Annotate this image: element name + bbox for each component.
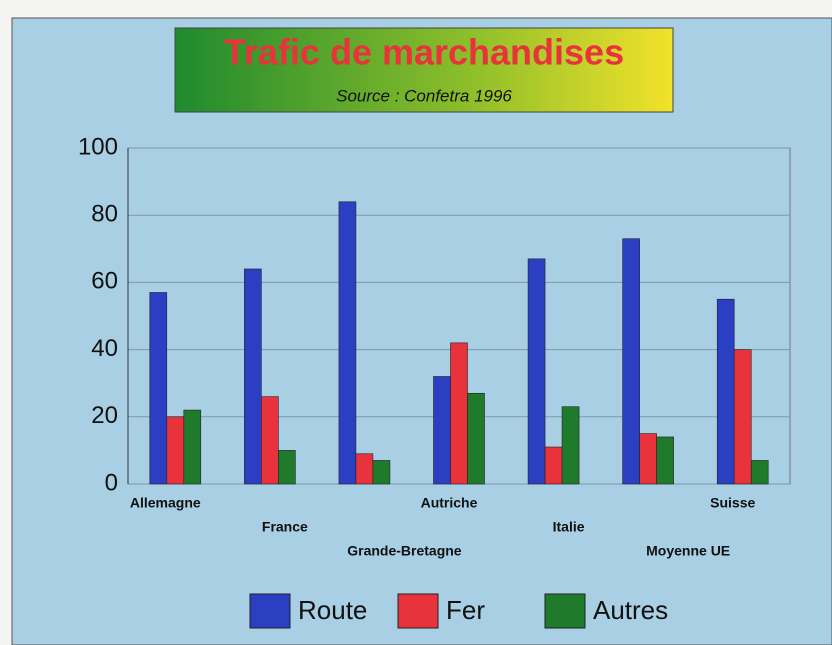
y-tick-label: 40	[91, 335, 118, 362]
x-tick-label: Italie	[553, 519, 585, 535]
title-box	[174, 27, 674, 113]
bar	[467, 392, 485, 485]
bar	[450, 342, 468, 485]
legend-swatch	[544, 593, 586, 629]
legend-label: Fer	[446, 595, 485, 625]
x-tick-label: Grande-Bretagne	[347, 543, 462, 559]
chart-subtitle: Source : Confetra 1996	[336, 86, 512, 105]
x-tick-label: France	[262, 519, 308, 535]
y-tick-label: 60	[91, 268, 118, 295]
background	[11, 17, 832, 645]
legend-label: Route	[298, 595, 367, 625]
bar	[750, 460, 769, 485]
x-tick-label: Suisse	[710, 495, 755, 511]
bar	[261, 396, 279, 485]
bar	[527, 258, 546, 485]
x-tick-label: Autriche	[421, 495, 478, 511]
bar	[656, 436, 674, 485]
legend-swatch	[397, 593, 439, 629]
bar	[244, 268, 262, 485]
x-tick-label: Allemagne	[130, 495, 201, 511]
bar	[622, 238, 640, 485]
bar	[149, 292, 168, 485]
bar	[338, 201, 357, 485]
bar	[639, 433, 657, 485]
legend-label: Autres	[593, 595, 668, 625]
bar	[733, 349, 752, 485]
bar	[372, 460, 391, 485]
bar	[716, 298, 735, 485]
y-tick-label: 80	[91, 201, 118, 228]
bar	[355, 453, 374, 485]
bar	[433, 376, 451, 485]
bar	[183, 409, 202, 485]
chart-title: Trafic de marchandises	[224, 32, 624, 73]
bar	[278, 450, 296, 485]
x-tick-label: Moyenne UE	[646, 543, 730, 559]
y-tick-label: 100	[78, 133, 118, 160]
y-tick-label: 20	[91, 402, 118, 429]
legend-swatch	[249, 593, 291, 629]
y-tick-label: 0	[105, 469, 118, 496]
bar	[561, 406, 580, 485]
bar	[544, 446, 563, 485]
bar	[166, 416, 185, 485]
